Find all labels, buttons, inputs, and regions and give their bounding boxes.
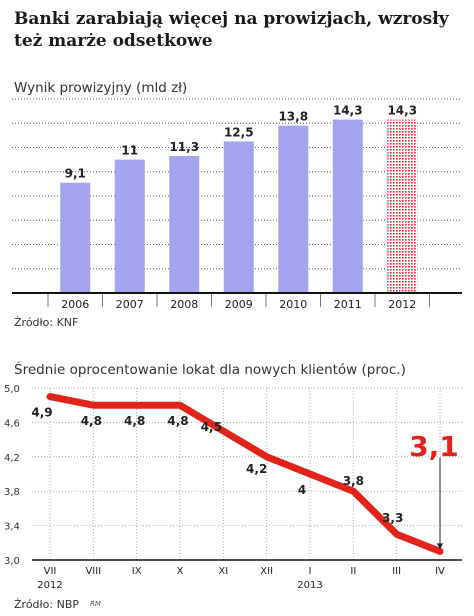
bar-value-label: 14,3 (333, 104, 363, 118)
point-value-label: 4,8 (167, 414, 188, 428)
y-tick-label: 4,2 (4, 453, 20, 464)
point-value-label: 4,8 (81, 414, 102, 428)
page-title: Banki zarabiają więcej na prowizjach, wz… (14, 9, 449, 51)
bar (114, 159, 145, 293)
x-tick-label: X (177, 566, 184, 577)
y-tick-label: 5,0 (4, 384, 20, 395)
bar (332, 119, 363, 293)
bar-value-label: 13,8 (278, 110, 308, 124)
point-value-label: 3,3 (382, 511, 403, 525)
bar (278, 125, 309, 293)
point-value-label: 4,8 (124, 414, 145, 428)
point-value-label: 4,2 (246, 462, 267, 476)
bar-value-label: 9,1 (65, 167, 86, 181)
x-tick-label: 2006 (61, 298, 89, 311)
x-tick-label: XI (218, 566, 228, 577)
bar-value-label: 11 (121, 144, 138, 158)
highlight-value-label: 3,1 (409, 430, 459, 463)
bar-forecast (387, 119, 418, 293)
bar-value-label: 14,3 (387, 104, 417, 118)
x-tick-label: I (309, 566, 312, 577)
bar (169, 155, 200, 293)
x-tick-label: III (392, 566, 401, 577)
bar-value-label: 11,3 (169, 140, 199, 154)
point-value-label: 3,8 (343, 474, 364, 488)
bar-value-label: 12,5 (224, 125, 254, 139)
series-line (46, 393, 444, 555)
highlight-arrow (437, 543, 443, 550)
bar-chart-source: Źródło: KNF (14, 316, 79, 329)
x-tick-label: 2011 (334, 298, 362, 311)
author-credit: RM (90, 600, 101, 608)
bar (223, 141, 254, 293)
x-tick-label: 2008 (170, 298, 198, 311)
point-value-label: 4,9 (31, 406, 52, 420)
bar-chart-subtitle: Wynik prowizyjny (mld zł) (14, 80, 188, 96)
x-tick-label: 2009 (225, 298, 253, 311)
x-tick-label: IX (132, 566, 142, 577)
year-label: 2013 (297, 580, 322, 591)
line-chart-subtitle: Średnie oprocentowanie lokat dla nowych … (14, 362, 406, 378)
y-tick-label: 3,4 (4, 522, 20, 533)
x-tick-label: IV (435, 566, 445, 577)
x-tick-label: XII (260, 566, 273, 577)
bar-chart: 9,1 2006 11 2007 11,3 2008 12,5 2009 13,8 2010 14,… (12, 98, 462, 311)
point-value-label: 4,5 (201, 420, 222, 434)
x-tick-label: VII (44, 566, 57, 577)
line-chart-source: Źródło: NBP (14, 598, 79, 611)
y-tick-label: 3,0 (4, 556, 20, 567)
bar (60, 182, 91, 293)
point-value-label: 4 (298, 483, 306, 497)
x-tick-label: 2012 (388, 298, 416, 311)
y-tick-label: 3,8 (4, 487, 20, 498)
x-tick-label: 2007 (116, 298, 144, 311)
year-label: 2012 (37, 580, 62, 591)
x-tick-label: II (350, 566, 356, 577)
x-tick-label: VIII (85, 566, 101, 577)
x-tick-label: 2010 (279, 298, 307, 311)
y-tick-label: 4,6 (4, 418, 20, 429)
